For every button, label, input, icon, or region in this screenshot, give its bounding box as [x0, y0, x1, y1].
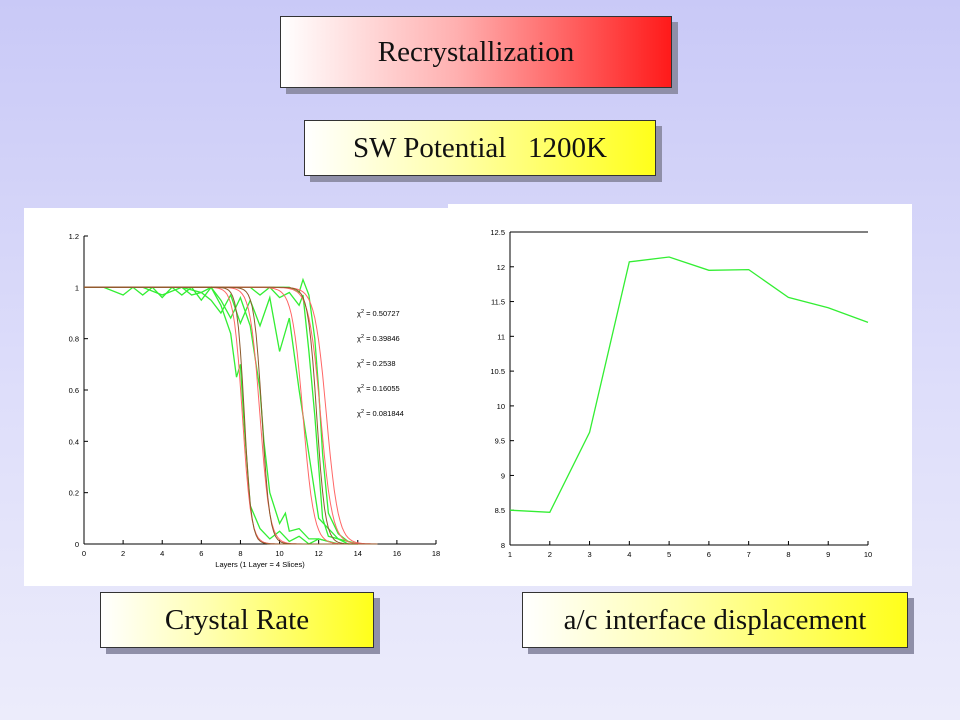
chart1-x-tick-label: 10 [275, 549, 283, 558]
chart1-x-tick-label: 14 [354, 549, 362, 558]
data-series-4 [84, 286, 358, 545]
chart2-y-tick-label: 11.5 [491, 298, 505, 307]
chart2-y-tick-label: 10.5 [490, 367, 505, 376]
chart2-x-tick-label: 9 [826, 550, 830, 559]
chart1-x-axis-label: Layers (1 Layer = 4 Slices) [215, 560, 305, 569]
chart1-x-tick-label: 0 [82, 549, 86, 558]
chart2-y-tick-label: 8.5 [495, 506, 505, 515]
chart1-x-tick-label: 6 [199, 549, 203, 558]
chart2-x-tick-label: 2 [548, 550, 552, 559]
fit-curve-13 [84, 286, 378, 545]
data-series-1 [84, 286, 339, 545]
chart1-y-tick-label: 0 [75, 540, 79, 549]
data-series-3 [84, 286, 358, 545]
chart2-y-tick-label: 11 [497, 332, 505, 341]
chart2-x-tick-label: 6 [707, 550, 711, 559]
chi-squared-annotation-5: χ2 = 0.081844 [357, 409, 404, 418]
data-series-2 [84, 286, 339, 545]
chart1-y-tick-label: 1 [75, 283, 79, 292]
chart1-y-tick-label: 1.2 [69, 232, 79, 241]
crystal-rate-chart-panel: 0 2 4 6 8 10 12 14 16 18 0 0.2 0.4 0.6 0.8 1 1.2 Layers (… [24, 208, 448, 586]
chart1-x-tick-label: 8 [238, 549, 242, 558]
chart2-x-tick-label: 4 [627, 550, 631, 559]
title-box: Recrystallization [280, 16, 672, 88]
chart2-y-tick-label: 9.5 [495, 437, 505, 446]
fit-curve-12 [84, 286, 378, 545]
chi-squared-annotation-3: χ2 = 0.2538 [357, 359, 396, 368]
chart2-y-tick-label: 8 [501, 541, 505, 550]
subtitle-box: SW Potential 1200K [304, 120, 656, 176]
fit-curve-7 [84, 286, 378, 545]
crystal-rate-chart: 0 2 4 6 8 10 12 14 16 18 0 0.2 0.4 0.6 0.8 1 1.2 Layers (… [69, 232, 441, 569]
subtitle-label: SW Potential 1200K [352, 131, 608, 164]
chart2-y-tick-label: 10 [497, 402, 505, 411]
chart2-x-tick-label: 1 [508, 550, 512, 559]
crystal-rate-caption: Crystal Rate [100, 592, 374, 648]
chart1-y-tick-label: 0.6 [69, 386, 79, 395]
chart2-x-tick-label: 10 [864, 550, 872, 559]
chart1-y-tick-label: 0.2 [69, 489, 79, 498]
fit-curve-9 [84, 286, 378, 545]
chart2-y-tick-label: 12 [497, 263, 505, 272]
chart2-x-tick-label: 7 [747, 550, 751, 559]
chart1-y-tick-label: 0.8 [69, 335, 79, 344]
chart1-x-tick-label: 16 [393, 549, 401, 558]
fit-curve-6 [84, 286, 378, 545]
interface-displacement-caption: a/c interface displacement [522, 592, 908, 648]
chart1-x-tick-label: 12 [314, 549, 322, 558]
crystal-rate-caption-label: Crystal Rate [164, 603, 310, 636]
fit-curve-11 [84, 286, 378, 545]
chart1-x-tick-label: 2 [121, 549, 125, 558]
chart1-x-tick-label: 4 [160, 549, 164, 558]
chart2-y-tick-label: 12.5 [490, 228, 505, 237]
chart2-x-tick-label: 5 [667, 550, 671, 559]
chi-squared-annotation-2: χ2 = 0.39846 [357, 334, 400, 343]
displacement-series-1 [509, 256, 869, 513]
chi-squared-annotation-4: χ2 = 0.16055 [357, 384, 400, 393]
interface-displacement-caption-label: a/c interface displacement [563, 603, 867, 636]
interface-displacement-chart-panel: 1 2 3 4 5 6 7 8 9 10 8 8.5 9 9.5 10 10.5 11 11.5 12 12.5 [448, 204, 912, 586]
chart2-y-tick-label: 9 [501, 471, 505, 480]
chart2-x-tick-label: 8 [786, 550, 790, 559]
chart1-x-tick-label: 18 [432, 549, 440, 558]
chart2-x-tick-label: 3 [587, 550, 591, 559]
title-label: Recrystallization [377, 35, 575, 68]
chi-squared-annotation-1: χ2 = 0.50727 [357, 309, 400, 318]
fit-curve-8 [84, 286, 378, 545]
chart1-y-tick-label: 0.4 [69, 437, 79, 446]
fit-curve-10 [84, 286, 378, 545]
